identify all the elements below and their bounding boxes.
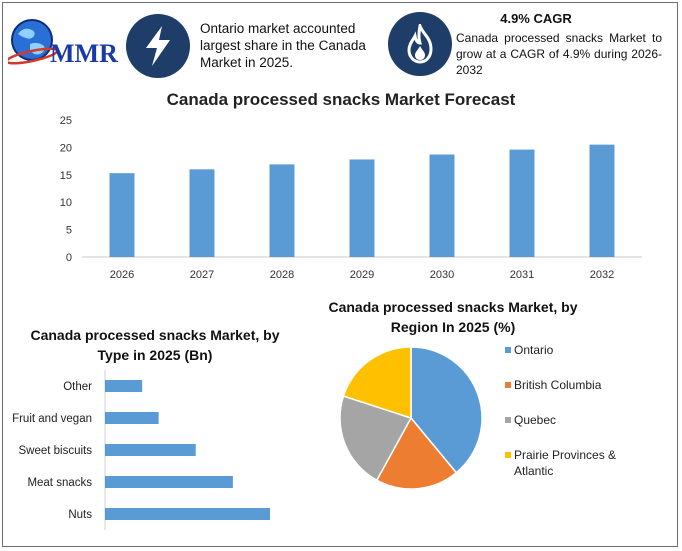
legend-swatch: [505, 347, 511, 353]
type-category-label: Nuts: [68, 509, 92, 521]
pie-slice: [375, 416, 458, 490]
legend-swatch: [505, 382, 511, 388]
forecast-bar: [109, 173, 135, 257]
forecast-bar: [509, 149, 535, 257]
globe-logo-icon: [5, 19, 59, 65]
pie-slice: [342, 346, 412, 420]
legend-label: Quebec: [514, 413, 557, 427]
region-chart-title: Canada processed snacks Market, by Regio…: [328, 299, 578, 335]
type-category-label: Sweet biscuits: [18, 445, 92, 457]
forecast-bar: [429, 154, 455, 257]
type-bar: [105, 476, 233, 488]
y-tick-label: 5: [66, 225, 72, 237]
y-tick-label: 20: [60, 142, 72, 154]
y-tick-label: 10: [60, 197, 72, 209]
pie-slice: [410, 346, 483, 474]
type-chart-title: Canada processed snacks Market, by Type …: [30, 327, 280, 363]
x-tick-label: 2027: [190, 269, 214, 281]
forecast-bar: [269, 164, 295, 257]
legend-label: Prairie Provinces & Atlantic: [514, 448, 617, 478]
legend-item: Ontario: [505, 342, 644, 358]
type-bar: [105, 444, 196, 456]
y-tick-label: 0: [66, 252, 72, 264]
cagr-text: Canada processed snacks Market to grow a…: [456, 31, 662, 77]
region-pie-chart: [339, 346, 483, 490]
type-category-label: Other: [63, 381, 92, 393]
legend-item: Quebec: [505, 412, 644, 428]
type-bar: [105, 380, 143, 392]
type-category-label: Fruit and vegan: [12, 413, 92, 425]
type-category-label: Meat snacks: [27, 477, 92, 489]
x-tick-label: 2028: [270, 269, 294, 281]
legend-label: Ontario: [514, 343, 554, 357]
legend-item: British Columbia: [505, 377, 644, 393]
x-tick-label: 2029: [350, 269, 374, 281]
legend-item: Prairie Provinces & Atlantic: [505, 447, 644, 479]
y-tick-label: 15: [60, 170, 72, 182]
pie-slice: [339, 395, 413, 482]
forecast-bar: [189, 169, 215, 257]
legend-swatch: [505, 452, 511, 458]
logo-text: MMR: [50, 39, 118, 68]
mmr-logo: MMR: [5, 16, 126, 70]
fact-icon-circle: [126, 14, 190, 78]
type-bar: [105, 412, 159, 424]
type-bar: [105, 508, 270, 520]
legend-label: British Columbia: [514, 378, 602, 392]
x-tick-label: 2030: [430, 269, 454, 281]
cagr-icon-circle: [388, 12, 452, 76]
x-tick-label: 2026: [110, 269, 134, 281]
type-bar-chart: Other Fruit and vegan Sweet biscuits Meat s…: [12, 370, 270, 530]
legend-swatch: [505, 417, 511, 423]
cagr-title: 4.9% CAGR: [500, 11, 572, 26]
y-tick-label: 25: [60, 115, 72, 127]
forecast-bar: [589, 144, 615, 257]
fact-text: Ontario market accounted largest share i…: [200, 21, 366, 70]
x-tick-label: 2032: [590, 269, 614, 281]
flame-icon: [407, 24, 433, 64]
x-tick-label: 2031: [510, 269, 534, 281]
forecast-chart-title: Canada processed snacks Market Forecast: [166, 90, 516, 109]
forecast-bar: [349, 159, 375, 257]
lightning-bolt-icon: [146, 26, 170, 66]
